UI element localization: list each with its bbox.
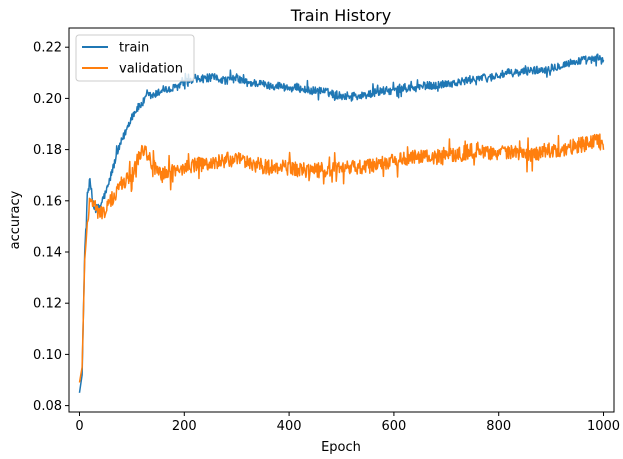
y-tick-label: 0.10 (33, 348, 62, 363)
series-line-train (78, 53, 605, 393)
x-axis-label: Epoch (321, 440, 361, 455)
y-tick-label: 0.22 (33, 41, 62, 56)
y-tick-label: 0.20 (33, 92, 62, 107)
x-axis-ticks: 0 200 400 600 800 1000 (75, 412, 620, 434)
y-tick-label: 0.08 (33, 399, 62, 414)
chart-title: Train History (290, 6, 391, 25)
legend: train validation (75, 34, 195, 82)
y-tick-label: 0.12 (33, 297, 62, 312)
y-tick-label: 0.14 (33, 246, 62, 261)
x-tick-label: 600 (381, 419, 406, 434)
plot-area (78, 53, 605, 393)
x-tick-label: 400 (277, 419, 302, 434)
x-tick-label: 1000 (587, 419, 620, 434)
plot-frame (68, 27, 615, 413)
x-tick-label: 200 (172, 419, 197, 434)
x-tick-label: 0 (75, 419, 83, 434)
series-line-validation (78, 133, 605, 383)
y-tick-label: 0.16 (33, 194, 62, 209)
legend-label-train: train (119, 41, 149, 56)
legend-label-validation: validation (119, 62, 183, 77)
y-axis-label: accuracy (8, 190, 23, 249)
y-tick-label: 0.18 (33, 143, 62, 158)
x-tick-label: 800 (486, 419, 511, 434)
y-axis-ticks: 0.08 0.10 0.12 0.14 0.16 0.18 0.20 0.22 (33, 41, 69, 414)
